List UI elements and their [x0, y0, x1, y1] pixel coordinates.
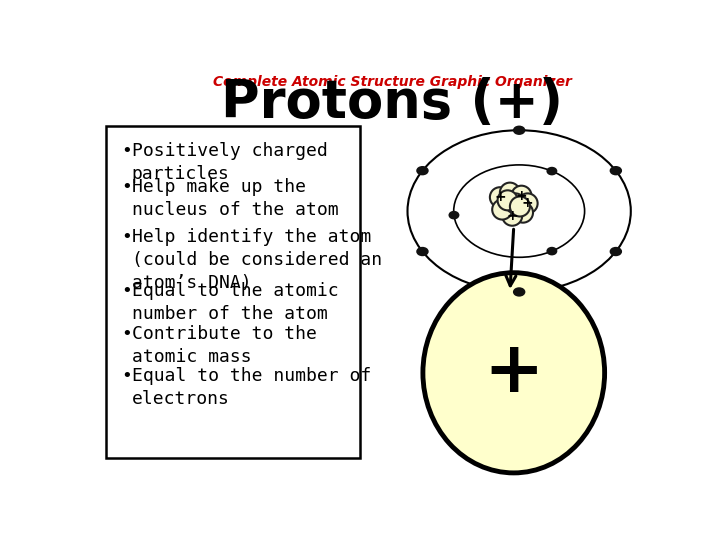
Text: +: +: [522, 197, 534, 211]
Circle shape: [505, 193, 526, 213]
Ellipse shape: [454, 165, 585, 257]
Ellipse shape: [547, 248, 557, 254]
Text: +: +: [506, 209, 518, 222]
Circle shape: [503, 206, 522, 226]
Ellipse shape: [514, 288, 525, 296]
Circle shape: [490, 187, 510, 207]
Ellipse shape: [514, 126, 525, 134]
Text: +: +: [494, 190, 505, 204]
Ellipse shape: [423, 273, 605, 473]
Ellipse shape: [417, 248, 428, 255]
Bar: [106, 126, 360, 457]
Text: +: +: [516, 188, 527, 202]
Ellipse shape: [408, 130, 631, 292]
Text: Complete Atomic Structure Graphic Organizer: Complete Atomic Structure Graphic Organi…: [212, 75, 572, 89]
Text: Equal to the atomic
number of the atom: Equal to the atomic number of the atom: [132, 282, 338, 323]
Text: +: +: [484, 338, 544, 407]
Text: Contribute to the
atomic mass: Contribute to the atomic mass: [132, 325, 317, 366]
Text: •: •: [121, 178, 132, 196]
Circle shape: [492, 200, 512, 220]
Circle shape: [511, 186, 531, 206]
Ellipse shape: [449, 212, 459, 219]
Ellipse shape: [417, 167, 428, 174]
Circle shape: [518, 193, 538, 213]
Text: Help make up the
nucleus of the atom: Help make up the nucleus of the atom: [132, 178, 338, 219]
Circle shape: [498, 190, 518, 210]
Text: •: •: [121, 325, 132, 343]
Ellipse shape: [611, 167, 621, 174]
Text: •: •: [121, 367, 132, 384]
Circle shape: [510, 197, 530, 217]
Text: •: •: [121, 142, 132, 160]
Text: •: •: [121, 282, 132, 300]
Text: Protons (+): Protons (+): [221, 77, 563, 129]
Text: Equal to the number of
electrons: Equal to the number of electrons: [132, 367, 371, 408]
Ellipse shape: [611, 248, 621, 255]
Circle shape: [513, 202, 533, 222]
Circle shape: [500, 183, 520, 202]
Text: •: •: [121, 228, 132, 246]
Ellipse shape: [547, 167, 557, 174]
Text: Help identify the atom
(could be considered an
atom’s DNA): Help identify the atom (could be conside…: [132, 228, 382, 292]
Text: Positively charged
particles: Positively charged particles: [132, 142, 328, 183]
